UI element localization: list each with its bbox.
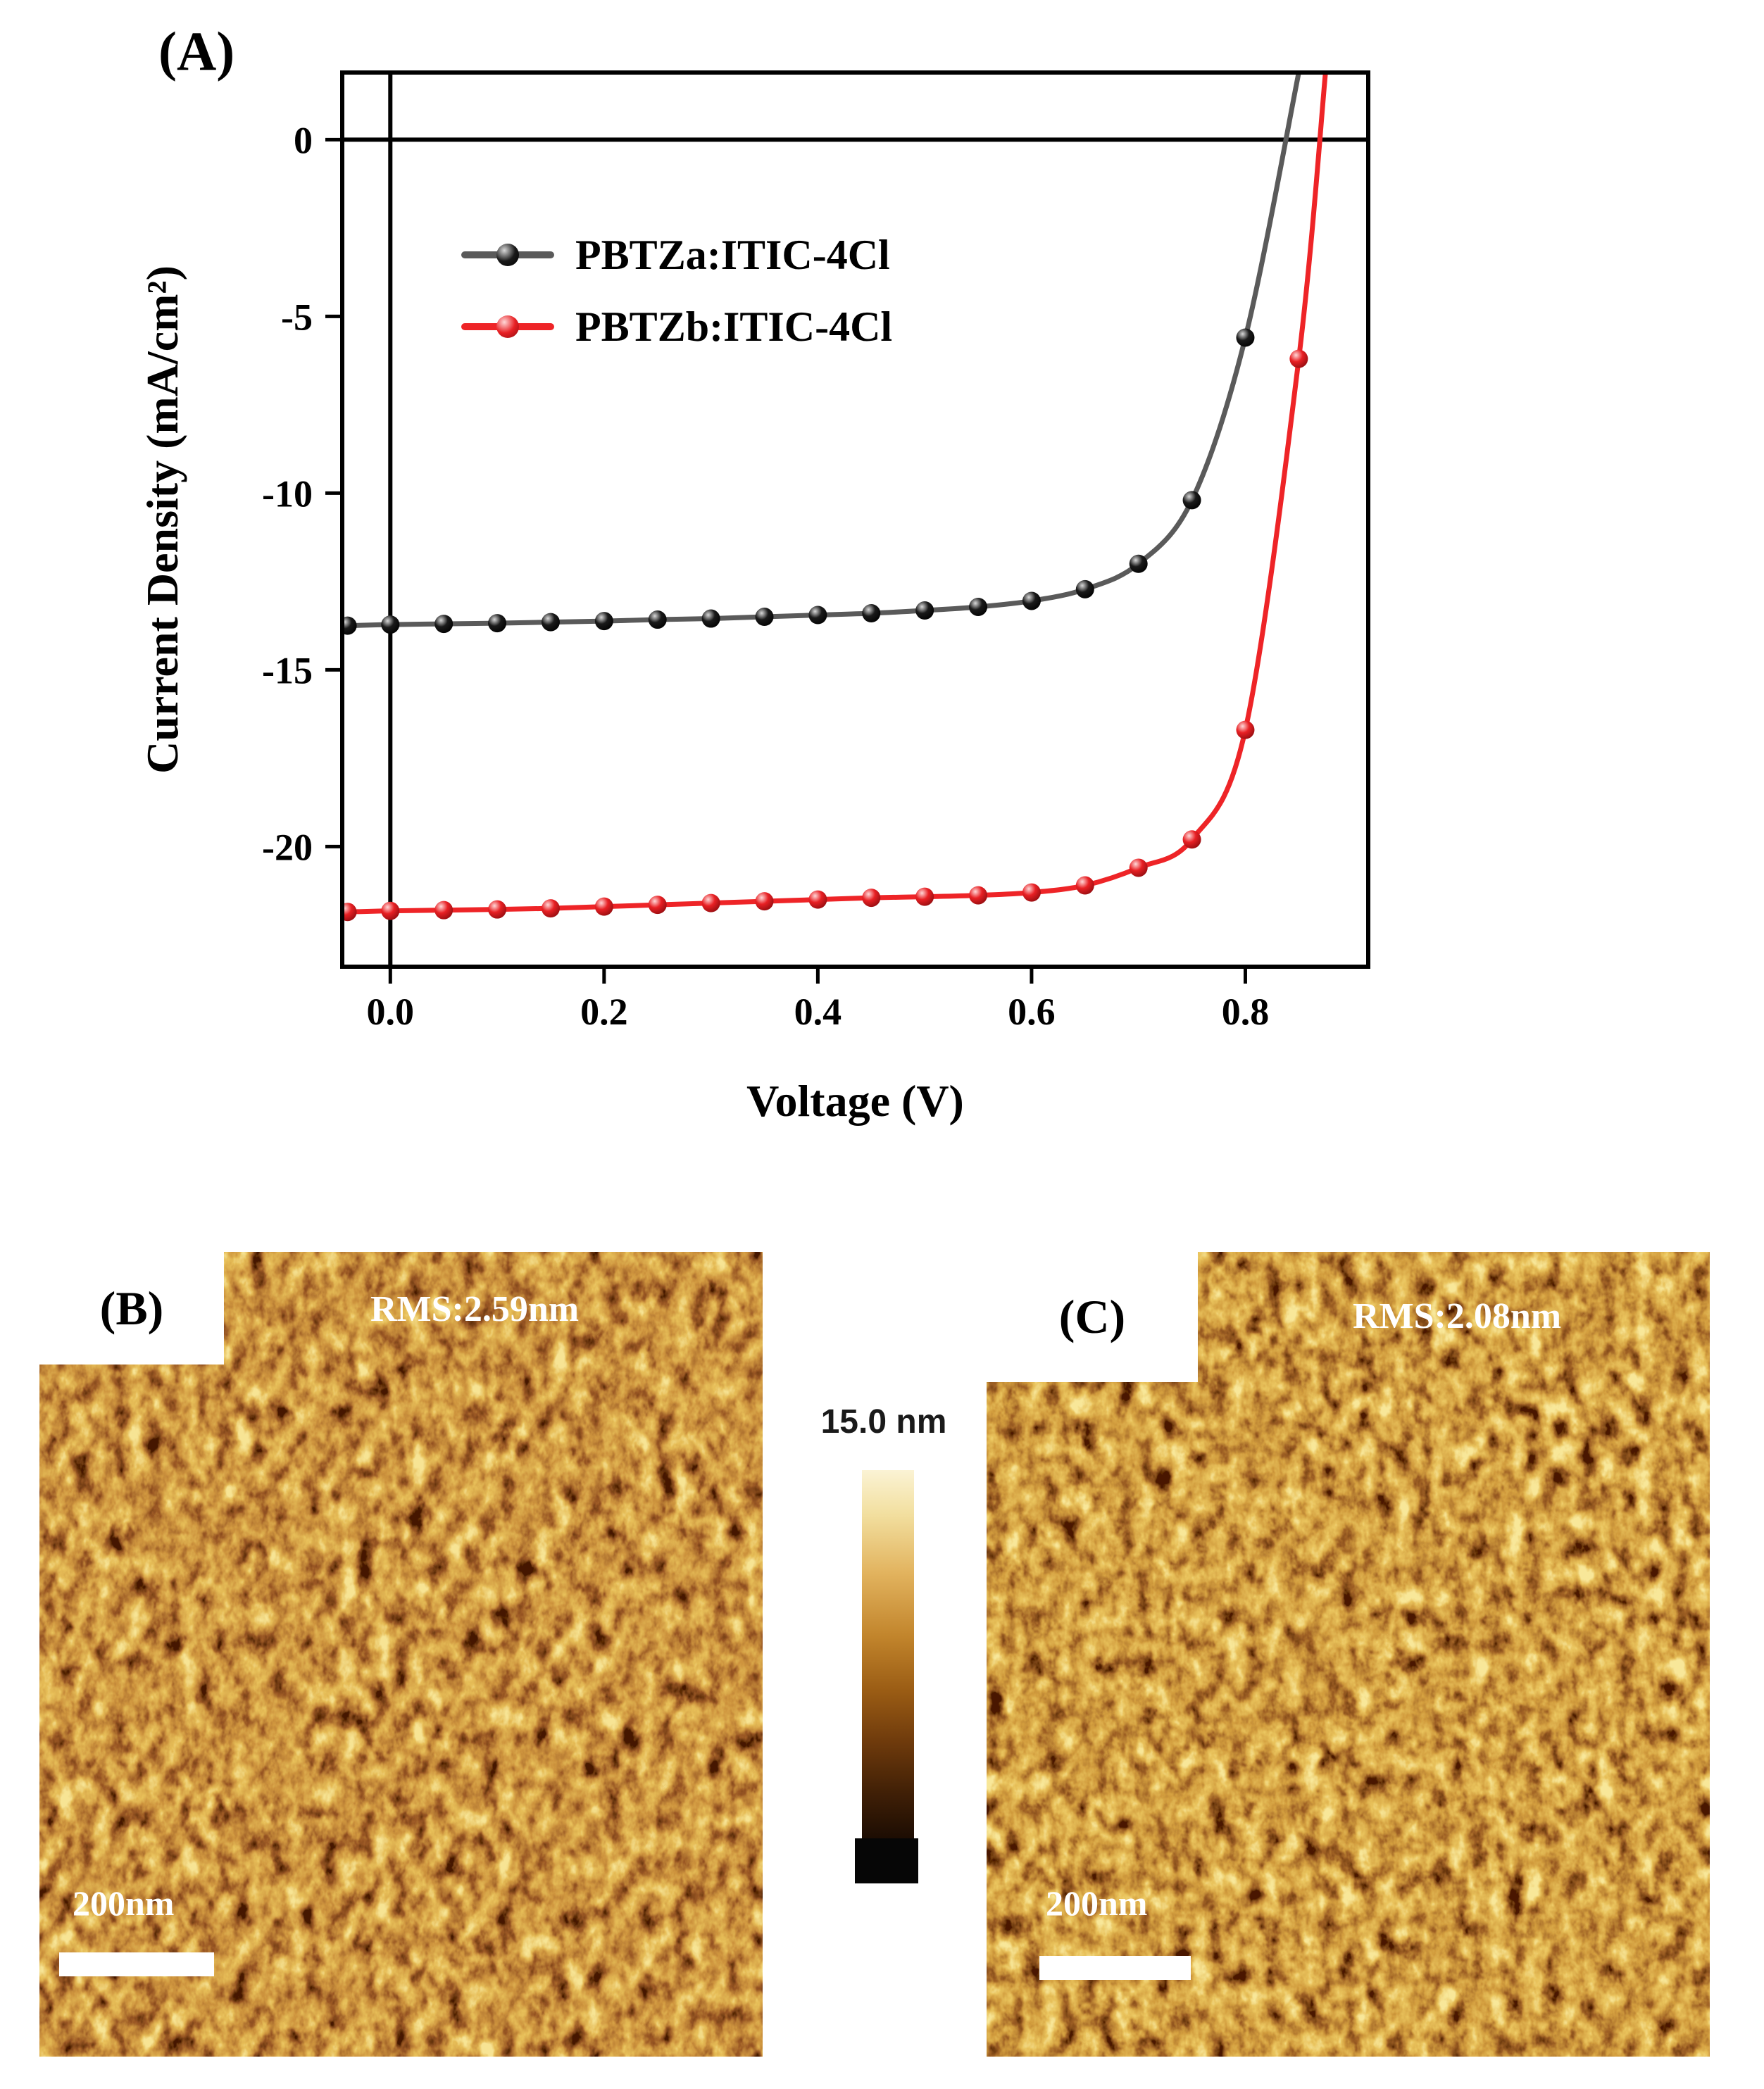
series-marker: [1022, 883, 1041, 902]
series-marker: [541, 613, 560, 632]
legend-marker: [496, 244, 519, 266]
series-marker: [594, 897, 613, 916]
afm-image-b: (B) RMS:2.59nm 200nm: [39, 1252, 763, 2057]
colorbar-max-label: 15.0 nm: [820, 1403, 947, 1441]
y-tick-label: -5: [281, 296, 313, 338]
legend-item: PBTZb:ITIC-4Cl: [461, 296, 892, 358]
panel-a-label: (A): [158, 20, 235, 82]
jv-chart-panel: (A) 0.0 0.2 0.4 0.6 0.8 0 -5 -10 -15 -20 Voltage (…: [137, 20, 1370, 1126]
afm-image-c: (C) RMS:2.08nm 200nm: [987, 1252, 1710, 2057]
panel-c-label-box: (C): [987, 1252, 1198, 1382]
series-marker: [808, 606, 827, 625]
x-axis-title: Voltage (V): [746, 1076, 964, 1126]
series-marker: [755, 892, 774, 911]
y-axis-title: Current Density (mA/cm²): [137, 265, 187, 774]
y-tick-label: -10: [262, 472, 313, 515]
series-marker: [915, 601, 934, 620]
series-marker: [488, 900, 507, 919]
colorbar-gradient: [862, 1470, 914, 1838]
chart-legend: PBTZa:ITIC-4Cl PBTZb:ITIC-4Cl: [461, 224, 892, 358]
scalebar-label-c: 200nm: [1046, 1883, 1148, 1923]
series-marker: [1129, 858, 1148, 877]
series-marker: [862, 604, 881, 623]
plot-frame: [340, 70, 1370, 969]
y-tick-label: -20: [262, 826, 313, 868]
legend-item: PBTZa:ITIC-4Cl: [461, 224, 892, 286]
series-marker: [488, 614, 507, 633]
series-marker: [648, 610, 667, 629]
x-tick-label: 0.2: [580, 991, 628, 1033]
series-marker: [1075, 876, 1094, 895]
series-marker: [1236, 328, 1255, 347]
series-marker: [1236, 720, 1255, 739]
scalebar-label-b: 200nm: [73, 1883, 175, 1923]
afm-texture-c: [987, 1252, 1710, 2057]
colorbar-min-block: [855, 1838, 918, 1883]
scalebar-c: [1039, 1956, 1191, 1980]
series-marker: [969, 886, 988, 905]
panel-b-label: (B): [99, 1281, 164, 1335]
rms-value-b: RMS:2.59nm: [370, 1289, 580, 1329]
series-marker: [1182, 491, 1201, 510]
x-tick-label: 0.8: [1222, 991, 1270, 1033]
afm-texture-b: [39, 1252, 763, 2057]
panel-c-label: (C): [1058, 1290, 1126, 1343]
series-marker: [969, 597, 988, 616]
jv-chart: 0.0 0.2 0.4 0.6 0.8 0 -5 -10 -15 -20 Voltage (V) Cu…: [137, 70, 1370, 1126]
legend-label: PBTZb:ITIC-4Cl: [575, 303, 893, 350]
legend-label: PBTZa:ITIC-4Cl: [575, 231, 890, 278]
series-marker: [541, 899, 560, 918]
y-tick-label: -15: [262, 649, 313, 691]
legend-marker: [496, 315, 519, 338]
y-tick-label: 0: [294, 119, 313, 161]
series-marker: [381, 901, 400, 920]
series-marker: [1129, 554, 1148, 573]
scalebar-b: [59, 1952, 214, 1976]
x-tick-label: 0.6: [1008, 991, 1056, 1033]
series-marker: [862, 889, 881, 908]
panel-b-label-box: (B): [39, 1252, 224, 1365]
series-line-1: [345, 70, 1328, 915]
series-marker: [1289, 349, 1308, 368]
series-marker: [1022, 591, 1041, 610]
x-tick-label: 0.0: [367, 991, 415, 1033]
series-marker: [648, 896, 667, 915]
series-marker: [381, 615, 400, 634]
series-marker: [755, 608, 774, 627]
series-marker: [701, 893, 720, 912]
series-marker: [594, 612, 613, 631]
series-marker: [434, 615, 453, 634]
series-marker: [1182, 830, 1201, 849]
series-marker: [701, 609, 720, 628]
series-marker: [915, 887, 934, 906]
series-marker: [434, 901, 453, 920]
series-marker: [1075, 579, 1094, 598]
x-tick-label: 0.4: [794, 991, 842, 1033]
series-marker: [808, 890, 827, 909]
rms-value-c: RMS:2.08nm: [1353, 1296, 1562, 1336]
